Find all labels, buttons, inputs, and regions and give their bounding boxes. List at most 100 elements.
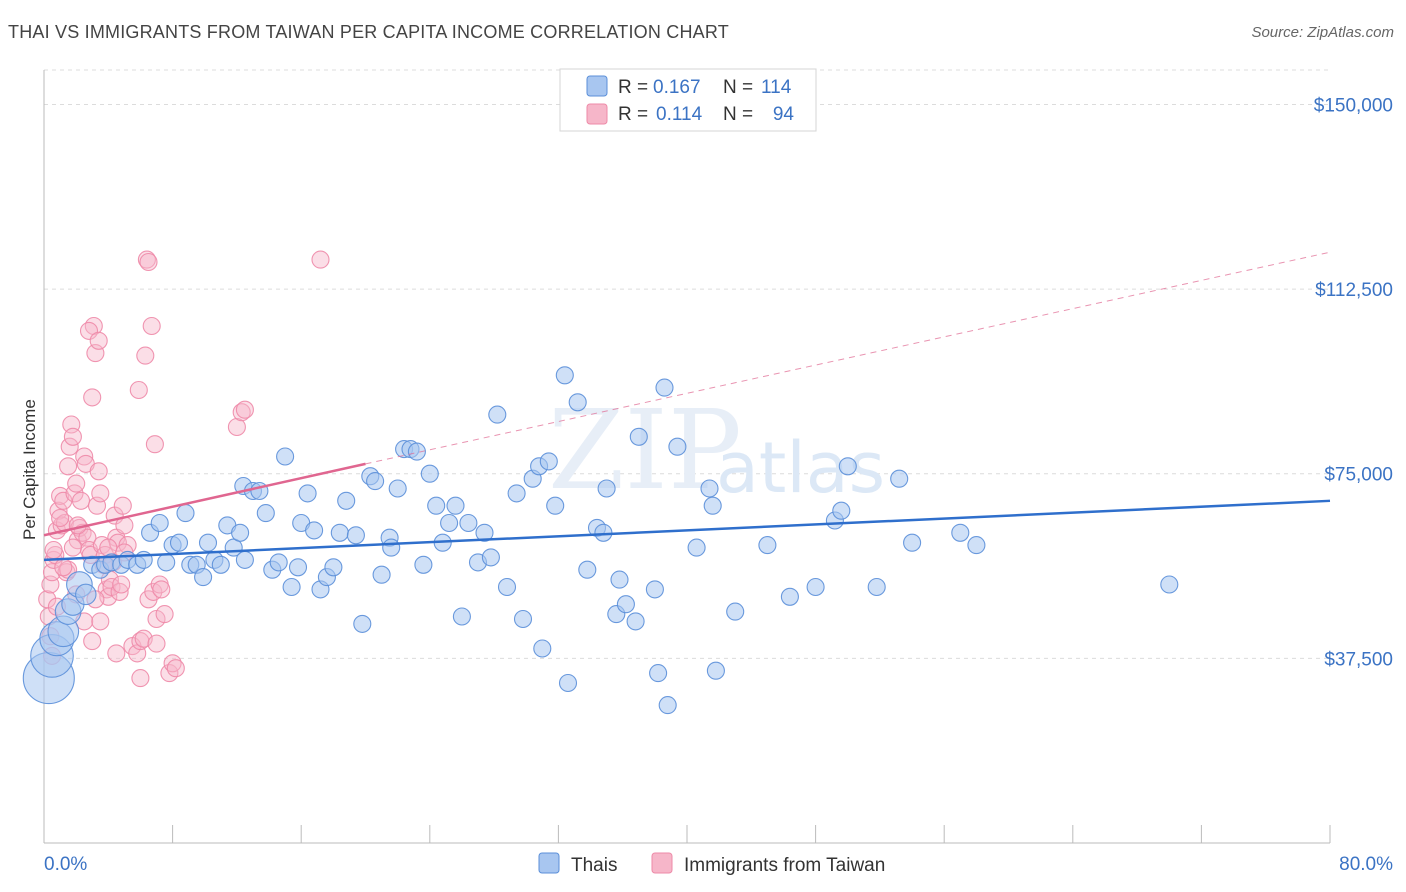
y-tick-label: $150,000 [1314,95,1393,116]
taiwan-point [60,437,79,456]
taiwan-point [110,582,129,601]
legend-r-label: R = [618,104,648,125]
thais-point [578,560,597,579]
thais-point [288,558,308,577]
series-taiwan-points [38,250,330,688]
thais-point [967,536,986,555]
thais-point [269,553,288,572]
thais-point [276,447,295,466]
x-tick-label: 0.0% [44,854,87,875]
taiwan-point [89,462,108,481]
taiwan-point [83,388,102,407]
bottom-legend: Thais Immigrants from Taiwan [538,852,885,876]
thais-point [440,513,459,533]
thais-point [700,479,719,498]
taiwan-point [131,669,150,688]
taiwan-point [75,447,94,466]
thais-point [414,555,433,574]
taiwan-point [232,403,251,422]
thais-trend-line [43,499,1331,562]
thais-point [649,664,668,683]
thais-point [452,607,471,626]
thais-point [655,378,674,397]
thais-point [488,405,507,424]
y-tick-label: $37,500 [1324,649,1393,670]
thais-point [346,526,365,545]
thais-point [687,538,706,557]
y-tick-label: $75,000 [1324,465,1393,486]
thais-point [169,533,189,552]
thais-point [388,479,407,498]
thais-point [256,504,275,523]
taiwan-point [227,417,246,437]
thais-point [867,577,886,597]
legend-n-value: 114 [761,77,792,98]
taiwan-point [145,435,164,454]
thais-point [758,536,777,555]
thais-point [626,612,645,631]
thais-point [353,614,372,633]
thais-point [231,523,250,542]
thais-point [668,437,687,456]
y-axis-label: Per Capita Income [20,399,39,540]
taiwan-point [142,316,161,336]
x-tick-labels: 0.0% 80.0% [44,854,1393,875]
thais-point [324,558,343,577]
taiwan-point [136,346,155,365]
y-tick-labels: $37,500 $75,000 $112,500 $150,000 [1314,95,1393,670]
watermark: ZIP atlas [548,386,885,514]
thais-point [157,553,176,572]
taiwan-point [91,612,110,631]
thais-point [1160,575,1179,594]
taiwan-point [311,250,330,269]
legend-r-label: R = [618,77,648,98]
taiwan-point [54,491,73,510]
thais-point [282,577,301,597]
thais-point [366,472,385,491]
bottom-legend-label-taiwan: Immigrants from Taiwan [684,855,885,876]
taiwan-point [67,474,86,493]
thais-point [382,538,401,557]
chart-title: THAI VS IMMIGRANTS FROM TAIWAN PER CAPIT… [8,22,729,42]
x-tick-label: 80.0% [1339,854,1393,875]
thais-point [337,491,356,510]
thais-point [372,565,391,584]
thais-point [555,366,574,385]
taiwan-point [44,540,63,560]
axes [43,70,1331,844]
thais-point [298,484,317,503]
thais-point [75,583,97,606]
legend-r-value: 0.114 [656,104,703,125]
thais-point [176,504,195,523]
thais-point [497,577,517,597]
taiwan-point [63,538,82,557]
thais-point [903,533,922,552]
thais-point [427,496,446,515]
thais-point [726,602,745,621]
thais-point [616,595,635,614]
taiwan-point [89,331,108,350]
taiwan-point [59,457,78,476]
taiwan-point [51,508,70,528]
thais-point [658,696,677,715]
thais-point [481,548,500,567]
thais-point [305,521,324,540]
thais-point [568,393,587,412]
taiwan-point [166,659,185,678]
taiwan-point [51,486,70,505]
legend-n-label: N = [723,104,753,125]
source-label: Source: ZipAtlas.com [1251,24,1394,41]
legend-r-value: 0.167 [653,77,701,98]
thais-point [780,587,799,606]
thais-point [507,484,526,503]
thais-point [558,673,578,693]
thais-point [459,513,478,533]
bottom-legend-label-thais: Thais [571,855,617,876]
taiwan-point [112,575,131,594]
watermark-atlas: atlas [716,427,885,509]
thais-point [539,452,558,471]
thais-point [330,523,349,542]
thais-point [951,523,970,542]
taiwan-point [99,538,118,557]
